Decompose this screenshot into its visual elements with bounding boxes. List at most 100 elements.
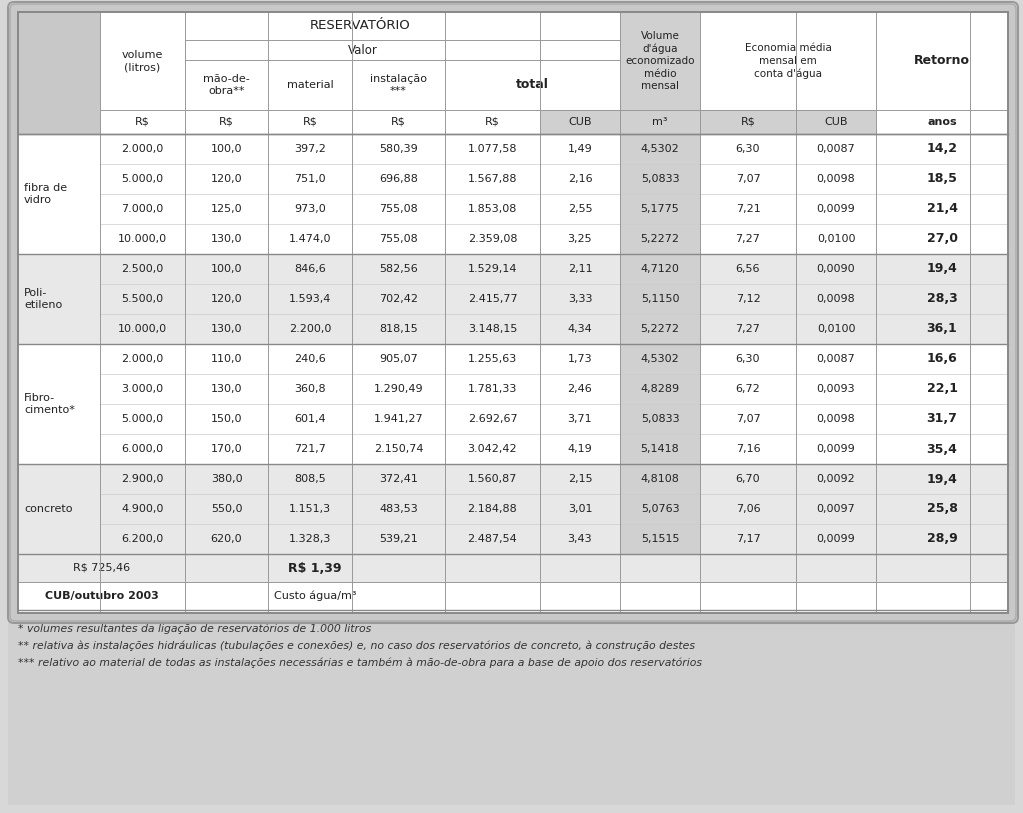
Text: 130,0: 130,0 bbox=[211, 234, 242, 244]
Bar bbox=[18, 464, 1008, 494]
Text: 130,0: 130,0 bbox=[211, 384, 242, 394]
Text: 1.151,3: 1.151,3 bbox=[288, 504, 331, 514]
Text: 7,12: 7,12 bbox=[736, 294, 760, 304]
Text: 7,06: 7,06 bbox=[736, 504, 760, 514]
Text: 2.150,74: 2.150,74 bbox=[373, 444, 424, 454]
Text: anos: anos bbox=[927, 117, 957, 127]
Text: 4.900,0: 4.900,0 bbox=[122, 504, 164, 514]
Bar bbox=[18, 524, 1008, 554]
Text: 3,33: 3,33 bbox=[568, 294, 592, 304]
Text: 120,0: 120,0 bbox=[211, 294, 242, 304]
Text: 2.000,0: 2.000,0 bbox=[122, 144, 164, 154]
Text: 0,0098: 0,0098 bbox=[816, 414, 855, 424]
Text: 36,1: 36,1 bbox=[927, 323, 958, 336]
Text: 3,43: 3,43 bbox=[568, 534, 592, 544]
Text: 31,7: 31,7 bbox=[927, 412, 958, 425]
Text: 100,0: 100,0 bbox=[211, 144, 242, 154]
Text: Retorno: Retorno bbox=[914, 54, 970, 67]
Text: 0,0097: 0,0097 bbox=[816, 504, 855, 514]
Text: ** relativa às instalações hidráulicas (tubulações e conexões) e, no caso dos re: ** relativa às instalações hidráulicas (… bbox=[18, 641, 695, 651]
Bar bbox=[620, 374, 700, 404]
Text: 696,88: 696,88 bbox=[380, 174, 418, 184]
Bar bbox=[18, 314, 1008, 344]
Text: Economia média
mensal em
conta d'água: Economia média mensal em conta d'água bbox=[745, 43, 832, 79]
Text: 3,25: 3,25 bbox=[568, 234, 592, 244]
Text: 601,4: 601,4 bbox=[295, 414, 325, 424]
Text: 0,0100: 0,0100 bbox=[816, 234, 855, 244]
Bar bbox=[700, 110, 876, 134]
Text: 19,4: 19,4 bbox=[927, 263, 958, 276]
Text: 7,07: 7,07 bbox=[736, 174, 760, 184]
Text: 818,15: 818,15 bbox=[380, 324, 417, 334]
Text: 1.290,49: 1.290,49 bbox=[373, 384, 424, 394]
Text: material: material bbox=[286, 80, 333, 90]
Text: 130,0: 130,0 bbox=[211, 324, 242, 334]
Text: 2.900,0: 2.900,0 bbox=[122, 474, 164, 484]
Text: 1,73: 1,73 bbox=[568, 354, 592, 364]
Text: 973,0: 973,0 bbox=[295, 204, 326, 214]
Text: m³: m³ bbox=[653, 117, 668, 127]
Text: 5,2272: 5,2272 bbox=[640, 324, 679, 334]
Text: 10.000,0: 10.000,0 bbox=[118, 324, 167, 334]
Bar bbox=[18, 404, 1008, 434]
Text: 0,0099: 0,0099 bbox=[816, 204, 855, 214]
Bar bbox=[620, 404, 700, 434]
Text: 7,07: 7,07 bbox=[736, 414, 760, 424]
Text: 14,2: 14,2 bbox=[927, 142, 958, 155]
Text: 0,0087: 0,0087 bbox=[816, 144, 855, 154]
Bar bbox=[620, 494, 700, 524]
Text: 808,5: 808,5 bbox=[295, 474, 326, 484]
Bar bbox=[620, 524, 700, 554]
Bar bbox=[620, 314, 700, 344]
Text: 3.000,0: 3.000,0 bbox=[122, 384, 164, 394]
Text: 380,0: 380,0 bbox=[211, 474, 242, 484]
Text: volume
(litros): volume (litros) bbox=[122, 50, 164, 72]
Text: *** relativo ao material de todas as instalações necessárias e também à mão-de-o: *** relativo ao material de todas as ins… bbox=[18, 658, 702, 668]
Text: 751,0: 751,0 bbox=[295, 174, 325, 184]
Text: 3,71: 3,71 bbox=[568, 414, 592, 424]
Text: 2.415,77: 2.415,77 bbox=[468, 294, 518, 304]
Text: mão-de-
obra**: mão-de- obra** bbox=[204, 74, 250, 96]
Text: CUB: CUB bbox=[568, 117, 591, 127]
Text: 2.500,0: 2.500,0 bbox=[122, 264, 164, 274]
Bar bbox=[620, 224, 700, 254]
Text: 120,0: 120,0 bbox=[211, 174, 242, 184]
Bar bbox=[540, 110, 620, 134]
Text: 5.000,0: 5.000,0 bbox=[122, 414, 164, 424]
Text: 905,07: 905,07 bbox=[380, 354, 417, 364]
Text: 1.255,63: 1.255,63 bbox=[468, 354, 517, 364]
Text: 4,5302: 4,5302 bbox=[640, 144, 679, 154]
Text: 28,9: 28,9 bbox=[927, 533, 958, 546]
Text: CUB: CUB bbox=[825, 117, 848, 127]
Text: 360,8: 360,8 bbox=[295, 384, 325, 394]
Bar bbox=[18, 12, 100, 134]
Text: 0,0100: 0,0100 bbox=[816, 324, 855, 334]
Bar bbox=[620, 194, 700, 224]
Text: 170,0: 170,0 bbox=[211, 444, 242, 454]
Bar bbox=[620, 464, 700, 494]
Bar bbox=[18, 284, 1008, 314]
Text: 483,53: 483,53 bbox=[380, 504, 417, 514]
Text: 3.148,15: 3.148,15 bbox=[468, 324, 518, 334]
Bar bbox=[18, 194, 1008, 224]
Text: 0,0099: 0,0099 bbox=[816, 444, 855, 454]
Text: 5,1150: 5,1150 bbox=[640, 294, 679, 304]
Text: 5,1515: 5,1515 bbox=[640, 534, 679, 544]
Text: R$: R$ bbox=[741, 117, 755, 127]
Text: 5.500,0: 5.500,0 bbox=[122, 294, 164, 304]
Text: 35,4: 35,4 bbox=[927, 442, 958, 455]
FancyBboxPatch shape bbox=[8, 8, 1015, 805]
Text: 3,01: 3,01 bbox=[568, 504, 592, 514]
Text: 1.328,3: 1.328,3 bbox=[288, 534, 331, 544]
Text: 6.000,0: 6.000,0 bbox=[122, 444, 164, 454]
Text: 846,6: 846,6 bbox=[295, 264, 326, 274]
Text: 397,2: 397,2 bbox=[294, 144, 326, 154]
Text: 4,5302: 4,5302 bbox=[640, 354, 679, 364]
Bar bbox=[18, 12, 1008, 613]
Bar bbox=[620, 164, 700, 194]
Text: 7,16: 7,16 bbox=[736, 444, 760, 454]
Text: 0,0098: 0,0098 bbox=[816, 294, 855, 304]
Text: 0,0098: 0,0098 bbox=[816, 174, 855, 184]
Text: 7,17: 7,17 bbox=[736, 534, 760, 544]
Text: 1.529,14: 1.529,14 bbox=[468, 264, 518, 274]
